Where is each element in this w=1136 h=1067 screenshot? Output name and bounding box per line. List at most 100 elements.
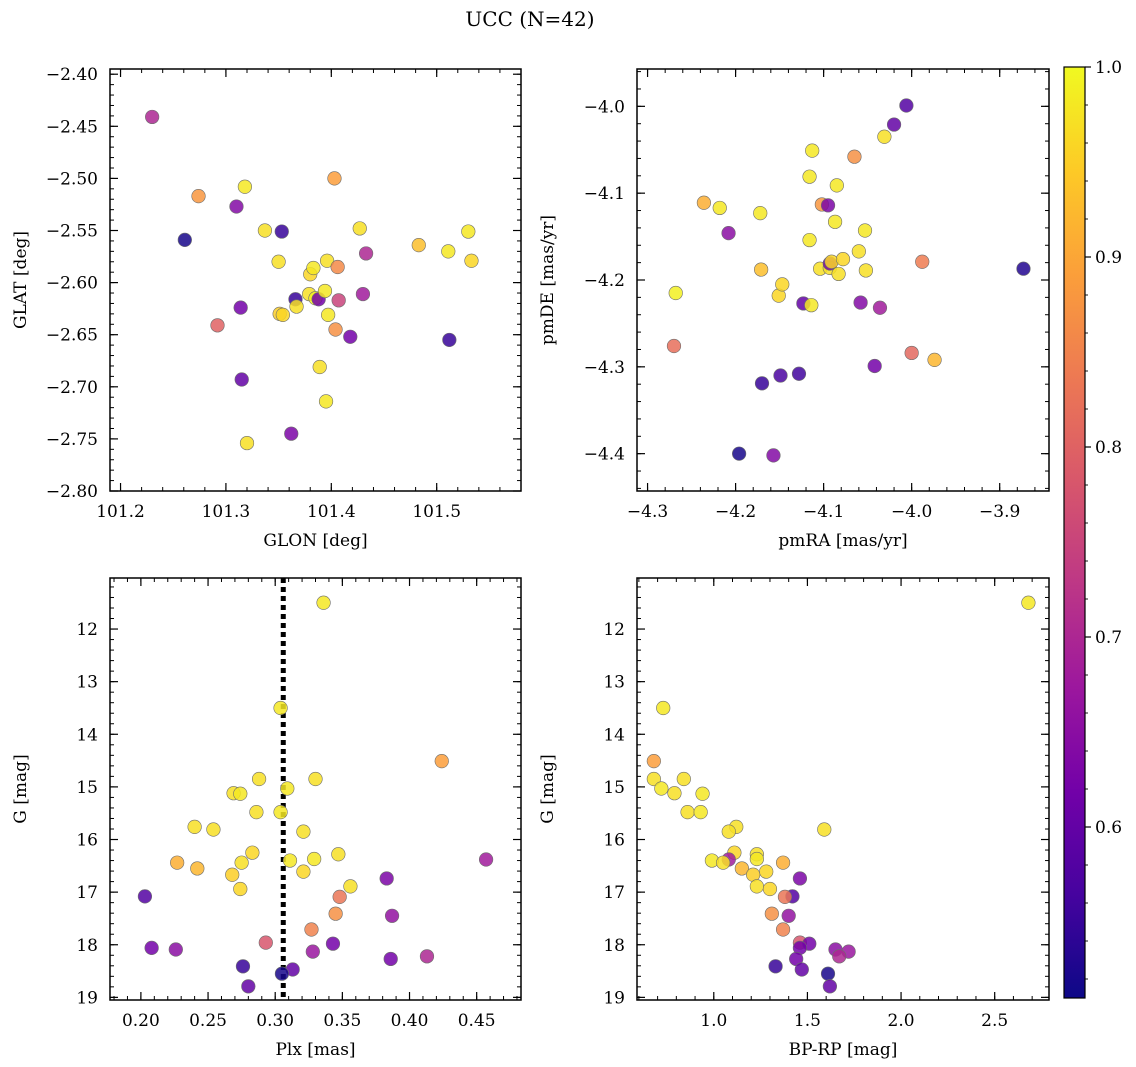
y-tick-label: −2.65 (46, 326, 98, 346)
scatter-point (233, 300, 248, 315)
scatter-point (355, 286, 371, 302)
scatter-point (319, 253, 335, 268)
scatter-point (695, 786, 710, 801)
scatter-point (304, 922, 319, 937)
axes-frame (109, 68, 522, 492)
scatter-point (847, 149, 862, 164)
colorbar-tick-label: 0.7 (1095, 628, 1122, 648)
scatter-point (820, 198, 836, 213)
scatter-point (441, 244, 456, 259)
scatter-point (434, 754, 449, 769)
x-tick-label: 2.5 (981, 1011, 1008, 1031)
y-tick-label: 19 (603, 988, 625, 1008)
scatter-point (1016, 261, 1031, 276)
scatter-point (764, 906, 779, 921)
scatter-point (245, 845, 260, 860)
colorbar-tick-label: 0.6 (1095, 818, 1122, 838)
scatter-point (781, 908, 796, 923)
scatter-point (820, 966, 836, 981)
scatter-point (817, 822, 832, 837)
scatter-point (343, 879, 358, 894)
scatter-point (234, 855, 249, 870)
scatter-point (168, 942, 183, 957)
y-axis-label: G [mag] (538, 754, 558, 823)
scatter-point (749, 879, 764, 894)
scatter-point (732, 446, 747, 461)
x-tick-label: 1.0 (700, 1011, 727, 1031)
x-tick-label: 0.35 (323, 1011, 361, 1031)
scatter-point (464, 253, 479, 268)
scatter-point (853, 295, 868, 310)
scatter-point (802, 169, 817, 184)
scatter-point (676, 771, 691, 787)
plots-layer: 101.2 101.3 101.4 101.5 −2.80 −2.75 −2.70 −2.65… (11, 65, 1050, 1060)
scatter-point (867, 358, 882, 374)
scatter-point (775, 277, 790, 292)
scatter-point (794, 962, 809, 977)
scatter-point (791, 366, 807, 381)
x-tick-label: −4.0 (891, 502, 932, 522)
scatter-point (712, 200, 727, 216)
scatter-point (766, 448, 781, 463)
y-tick-label: −2.80 (46, 482, 98, 502)
scatter-point (308, 771, 323, 787)
scatter-point (328, 906, 343, 921)
y-tick-label: −4.1 (584, 184, 625, 204)
y-tick-label: −2.40 (46, 65, 98, 85)
scatter-point (419, 949, 435, 964)
x-tick-label: 0.30 (256, 1011, 294, 1031)
x-tick-label: 2.0 (888, 1011, 915, 1031)
scatter-point (759, 864, 774, 879)
x-tick-label: −3.9 (979, 502, 1020, 522)
points-glon-glat (145, 109, 479, 451)
scatter-point (734, 861, 749, 876)
scatter-point (804, 298, 819, 313)
y-tick-label: 12 (76, 620, 98, 640)
scatter-point (753, 206, 768, 221)
scatter-point (273, 805, 288, 820)
x-tick-label: 0.20 (122, 1011, 160, 1031)
scatter-point (306, 260, 321, 276)
scatter-point (237, 179, 252, 194)
scatter-point (352, 221, 367, 236)
scatter-point (170, 855, 185, 870)
y-tick-label: −4.2 (584, 271, 625, 291)
scatter-point (145, 109, 160, 125)
panel-pmra-pmde: −4.3 −4.2 −4.1 −4.0 −3.9 −4.4 −4.3 −4.2 −4.1 −4.0… (538, 68, 1050, 551)
scatter-point (461, 224, 476, 239)
scatter-point (792, 871, 808, 886)
scatter-point (667, 786, 682, 801)
scatter-point (233, 786, 248, 801)
y-tick-label: 17 (76, 883, 98, 903)
scatter-point (858, 263, 873, 278)
axes-frame (636, 577, 1050, 1001)
scatter-point (325, 936, 341, 951)
scatter-point (768, 959, 783, 974)
scatter-point (273, 700, 288, 716)
scatter-point (241, 979, 256, 994)
scatter-point (144, 940, 159, 956)
x-tick-label: −4.2 (715, 502, 756, 522)
y-tick-label: 19 (76, 988, 98, 1008)
x-tick-label: 0.45 (458, 1011, 496, 1031)
scatter-point (773, 368, 788, 383)
figure-title: UCC (N=42) (465, 7, 594, 31)
scatter-point (296, 824, 311, 839)
y-tick-label: −4.3 (584, 358, 625, 378)
scatter-point (275, 307, 290, 323)
scatter-point (330, 259, 345, 275)
scatter-point (321, 307, 336, 323)
scatter-point (187, 819, 202, 834)
scatter-point (680, 805, 695, 820)
y-tick-label: 18 (76, 936, 98, 956)
scatter-point (331, 847, 346, 862)
scatter-point (316, 595, 331, 610)
scatter-point (899, 98, 914, 113)
y-tick-label: −4.4 (584, 445, 625, 465)
scatter-point (886, 117, 902, 132)
y-tick-label: 15 (603, 778, 625, 798)
scatter-point (379, 871, 394, 886)
points-pmra-pmde (666, 98, 1031, 463)
scatter-point (284, 426, 299, 441)
